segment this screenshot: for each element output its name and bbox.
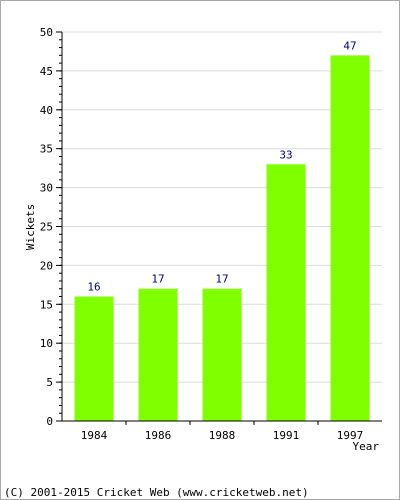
y-tick-label: 20 (40, 259, 53, 272)
bar (330, 55, 370, 422)
y-tick-label: 50 (40, 26, 53, 39)
bar (74, 296, 114, 421)
y-tick-label: 0 (46, 415, 53, 428)
x-tick-label: 1997 (337, 429, 364, 442)
bar (266, 164, 306, 421)
x-tick-label: 1986 (145, 429, 172, 442)
y-tick-label: 25 (40, 221, 53, 234)
bar (138, 288, 178, 421)
grid-lines (62, 31, 382, 383)
y-tick-label: 10 (40, 337, 53, 350)
y-tick-label: 35 (40, 143, 53, 156)
y-tick-label: 15 (40, 298, 53, 311)
data-label: 17 (215, 273, 228, 286)
y-tick-label: 45 (40, 65, 53, 78)
y-tick-label: 40 (40, 104, 53, 117)
x-tick-label: 1988 (209, 429, 236, 442)
data-label: 47 (343, 39, 356, 52)
bars (74, 55, 370, 422)
copyright-footer: (C) 2001-2015 Cricket Web (www.cricketwe… (4, 486, 309, 499)
data-label: 17 (151, 273, 164, 286)
x-axis-label: Year (353, 440, 380, 453)
x-tick-label: 1984 (81, 429, 108, 442)
y-axis-label: Wickets (24, 204, 37, 250)
axes (56, 31, 382, 425)
y-tick-label: 30 (40, 182, 53, 195)
bar (202, 288, 242, 421)
labels: 0 5 10 15 20 25 30 35 40 45 50 16 1984 17 1986 17 1988 33… (40, 26, 364, 442)
data-label: 16 (87, 281, 100, 294)
x-tick-label: 1991 (273, 429, 300, 442)
data-label: 33 (279, 148, 292, 161)
y-tick-label: 5 (46, 376, 53, 389)
